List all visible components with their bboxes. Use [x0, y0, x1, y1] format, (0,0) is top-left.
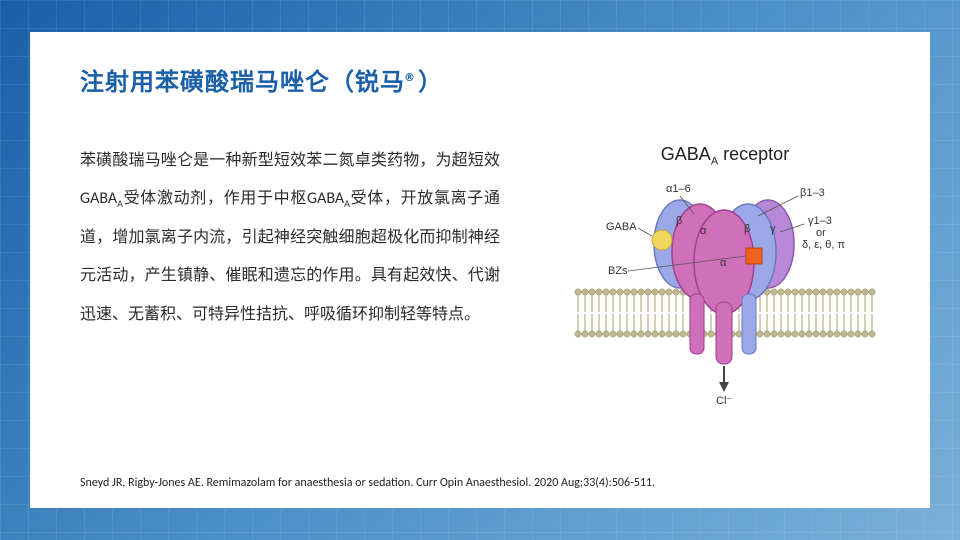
bzs-marker-icon [746, 248, 762, 264]
gaba-text-label: GABA [606, 221, 637, 233]
bzs-text-label: BZs [608, 265, 628, 277]
gamma-label: γ [770, 223, 776, 235]
page-title: 注射用苯磺酸瑞马唑仑（锐马®） [80, 62, 443, 97]
receptor-diagram: GABAA receptor [570, 144, 880, 404]
stem-alpha-l [690, 294, 704, 354]
diagram-svg: α β α γ β α1–6 β1–3 γ1–3 or δ, ε, θ, π G… [570, 174, 880, 404]
diagram-title: GABAA receptor [570, 144, 880, 168]
body-paragraph: 苯磺酸瑞马唑仑是一种新型短效苯二氮卓类药物，为超短效GABAA受体激动剂，作用于… [80, 142, 500, 334]
gamma-range-label: γ1–3 [808, 215, 832, 227]
cl-arrowhead-icon [719, 382, 729, 392]
stem-beta [742, 294, 756, 354]
stem-alpha-c [716, 302, 732, 364]
gamma-alt-label: δ, ε, θ, π [802, 239, 845, 251]
cl-label: Cl⁻ [716, 395, 732, 404]
citation-text: Sneyd JR, Rigby-Jones AE. Remimazolam fo… [80, 476, 655, 490]
beta-label: β [744, 223, 750, 235]
content-card: 注射用苯磺酸瑞马唑仑（锐马®） 苯磺酸瑞马唑仑是一种新型短效苯二氮卓类药物，为超… [30, 32, 930, 508]
alpha-label: α [700, 225, 707, 237]
gamma-or-label: or [816, 227, 826, 239]
beta-range-label: β1–3 [800, 187, 825, 199]
alpha-range-label: α1–6 [666, 183, 691, 195]
gaba-marker-icon [652, 230, 672, 250]
beta-label-back: β [676, 215, 682, 227]
